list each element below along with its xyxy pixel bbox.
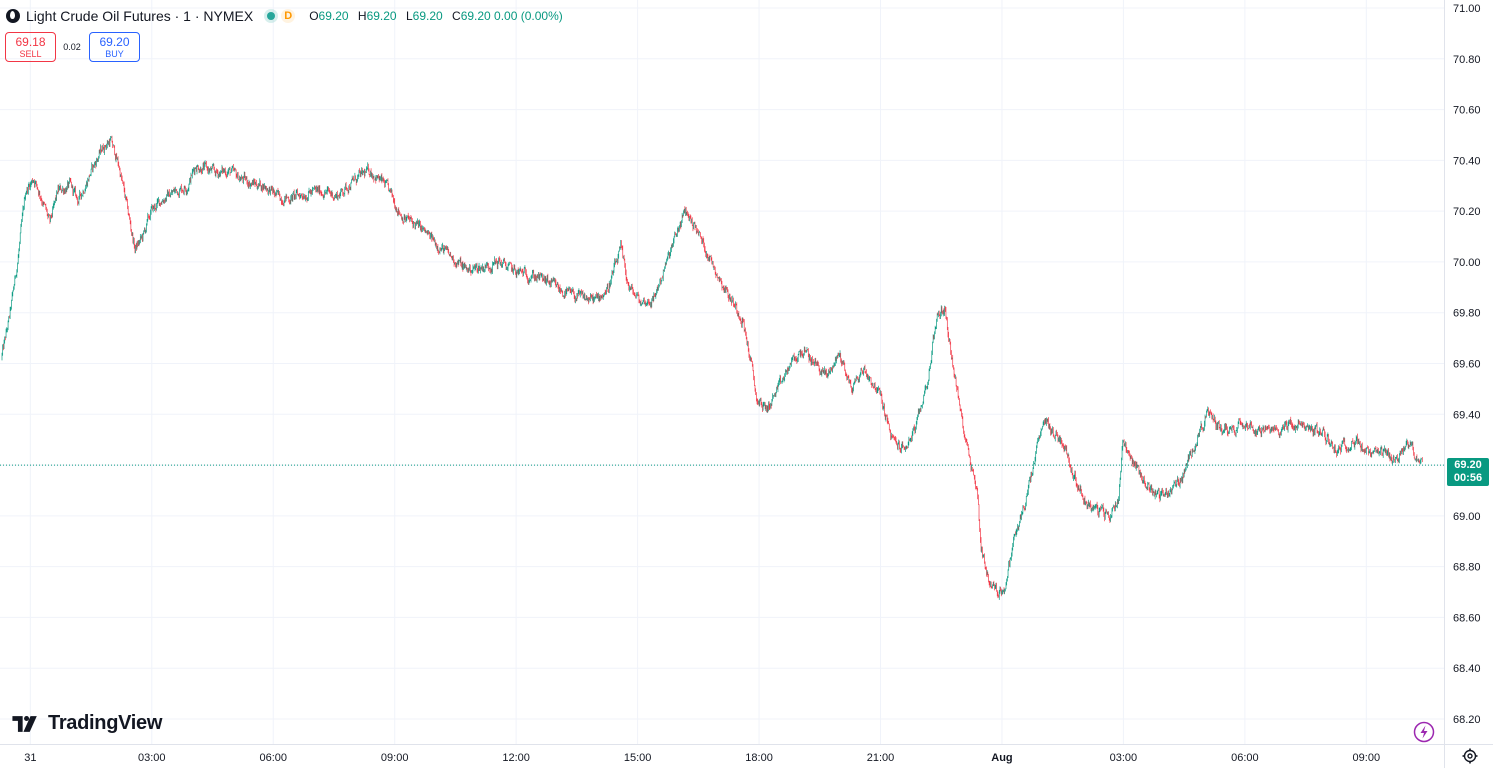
buy-button[interactable]: 69.20 BUY: [89, 32, 140, 62]
x-tick-label: Aug: [991, 752, 1012, 764]
x-tick-label: 09:00: [1353, 752, 1381, 764]
tradingview-logo-icon: [12, 715, 37, 732]
y-tick-label: 69.80: [1453, 308, 1481, 320]
brand-name: TradingView: [48, 712, 163, 734]
delay-badge[interactable]: D: [281, 9, 296, 23]
close-value: 69.20 0.00 (0.00%): [460, 9, 563, 23]
close-label: C: [452, 9, 461, 23]
high-label: H: [357, 9, 367, 23]
y-tick-label: 70.60: [1453, 105, 1481, 117]
y-tick-label: 71.00: [1453, 3, 1481, 15]
y-tick-label: 70.40: [1453, 155, 1481, 167]
buy-label: BUY: [105, 49, 124, 59]
x-tick-label: 06:00: [259, 752, 287, 764]
tradingview-logo[interactable]: TradingView: [8, 712, 162, 735]
sell-label: SELL: [19, 49, 42, 59]
y-tick-label: 68.40: [1453, 663, 1481, 675]
lightning-icon[interactable]: [1413, 721, 1435, 743]
bar-countdown: 00:56: [1453, 472, 1483, 484]
last-price-tag: 69.20 00:56: [1447, 458, 1489, 486]
high-value: 69.20: [366, 9, 397, 23]
sell-price: 69.18: [15, 35, 46, 49]
ohlc-values: O69.20 H69.20 L69.20 C69.20 0.00 (0.00%): [309, 9, 569, 23]
y-tick-label: 68.20: [1453, 714, 1481, 726]
market-status[interactable]: D: [267, 9, 296, 23]
y-tick-label: 68.80: [1453, 562, 1481, 574]
open-value: 69.20: [318, 9, 349, 23]
x-tick-label: 31: [24, 752, 36, 764]
spread-value: 0.02: [63, 42, 81, 52]
y-tick-label: 69.00: [1453, 511, 1481, 523]
buy-price: 69.20: [99, 35, 130, 49]
y-tick-label: 70.80: [1453, 54, 1481, 66]
low-label: L: [405, 9, 413, 23]
y-tick-label: 69.40: [1453, 409, 1481, 421]
symbol-legend: Light Crude Oil Futures · 1 · NYMEX D O6…: [6, 8, 569, 24]
x-tick-label: 09:00: [381, 752, 409, 764]
x-tick-label: 12:00: [502, 752, 530, 764]
sell-button[interactable]: 69.18 SELL: [5, 32, 56, 62]
y-tick-label: 69.60: [1453, 359, 1481, 371]
x-tick-label: 15:00: [624, 752, 652, 764]
symbol-title[interactable]: Light Crude Oil Futures · 1 · NYMEX: [26, 8, 254, 24]
x-tick-label: 21:00: [867, 752, 895, 764]
x-tick-label: 18:00: [745, 752, 773, 764]
gear-icon[interactable]: [1459, 745, 1481, 767]
grid-lines: [0, 0, 1444, 744]
x-tick-label: 06:00: [1231, 752, 1259, 764]
x-tick-label: 03:00: [1110, 752, 1138, 764]
y-tick-label: 68.60: [1453, 612, 1481, 624]
oil-drop-icon: [6, 9, 20, 23]
low-value: 69.20: [412, 9, 443, 23]
market-open-dot: [267, 12, 276, 20]
y-tick-label: 70.20: [1453, 206, 1481, 218]
candle-series: [1, 135, 1423, 600]
y-tick-label: 70.00: [1453, 257, 1481, 269]
x-tick-label: 03:00: [138, 752, 166, 764]
open-label: O: [309, 9, 319, 23]
last-price-value: 69.20: [1454, 459, 1482, 471]
